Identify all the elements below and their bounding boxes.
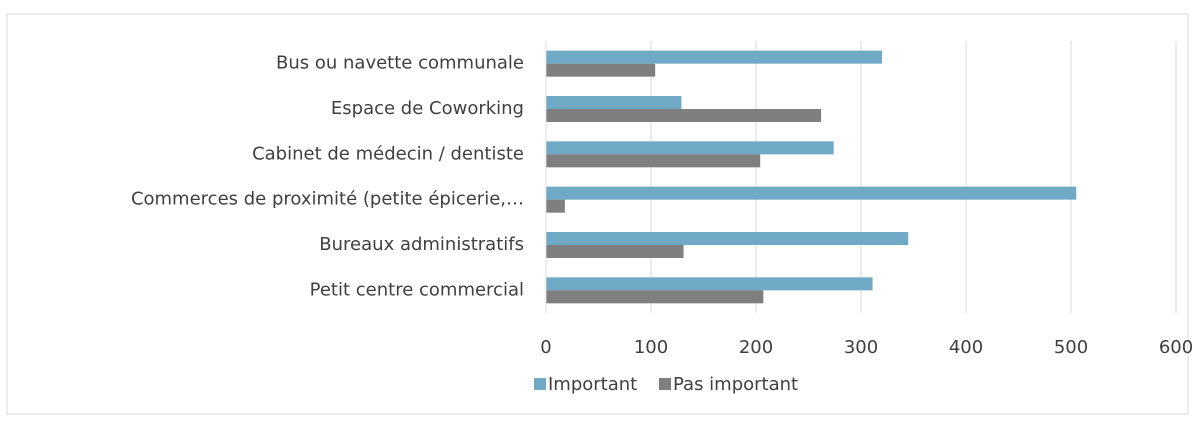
y-tick-label: Petit centre commercial [310, 279, 524, 300]
y-tick-label: Espace de Coworking [331, 98, 524, 119]
x-tick-label: 300 [844, 337, 878, 358]
legend-label: Important [548, 374, 637, 395]
bar [546, 109, 822, 122]
y-tick-label: Bus ou navette communale [276, 53, 524, 74]
x-tick-label: 600 [1159, 337, 1193, 358]
bar [546, 50, 882, 64]
chart-frame [6, 13, 1189, 415]
x-tick-label: 500 [1054, 337, 1088, 358]
bar [546, 154, 761, 168]
x-tick-label: 100 [634, 337, 668, 358]
legend-swatch [534, 378, 546, 390]
x-tick-label: 400 [949, 337, 983, 358]
bar [546, 232, 909, 245]
bar [546, 277, 873, 291]
bar [546, 290, 764, 304]
bar [546, 245, 684, 258]
bar [546, 186, 1077, 200]
y-tick-label: Cabinet de médecin / dentiste [252, 143, 524, 164]
bar [546, 96, 682, 109]
bar [546, 141, 834, 155]
bar [546, 63, 656, 77]
x-tick-label: 0 [540, 337, 551, 358]
x-tick-label: 200 [739, 337, 773, 358]
y-tick-label: Commerces de proximité (petite épicerie,… [131, 189, 524, 210]
bar [546, 199, 565, 213]
y-tick-label: Bureaux administratifs [319, 234, 524, 255]
legend-swatch [659, 378, 671, 390]
legend-label: Pas important [673, 374, 798, 395]
